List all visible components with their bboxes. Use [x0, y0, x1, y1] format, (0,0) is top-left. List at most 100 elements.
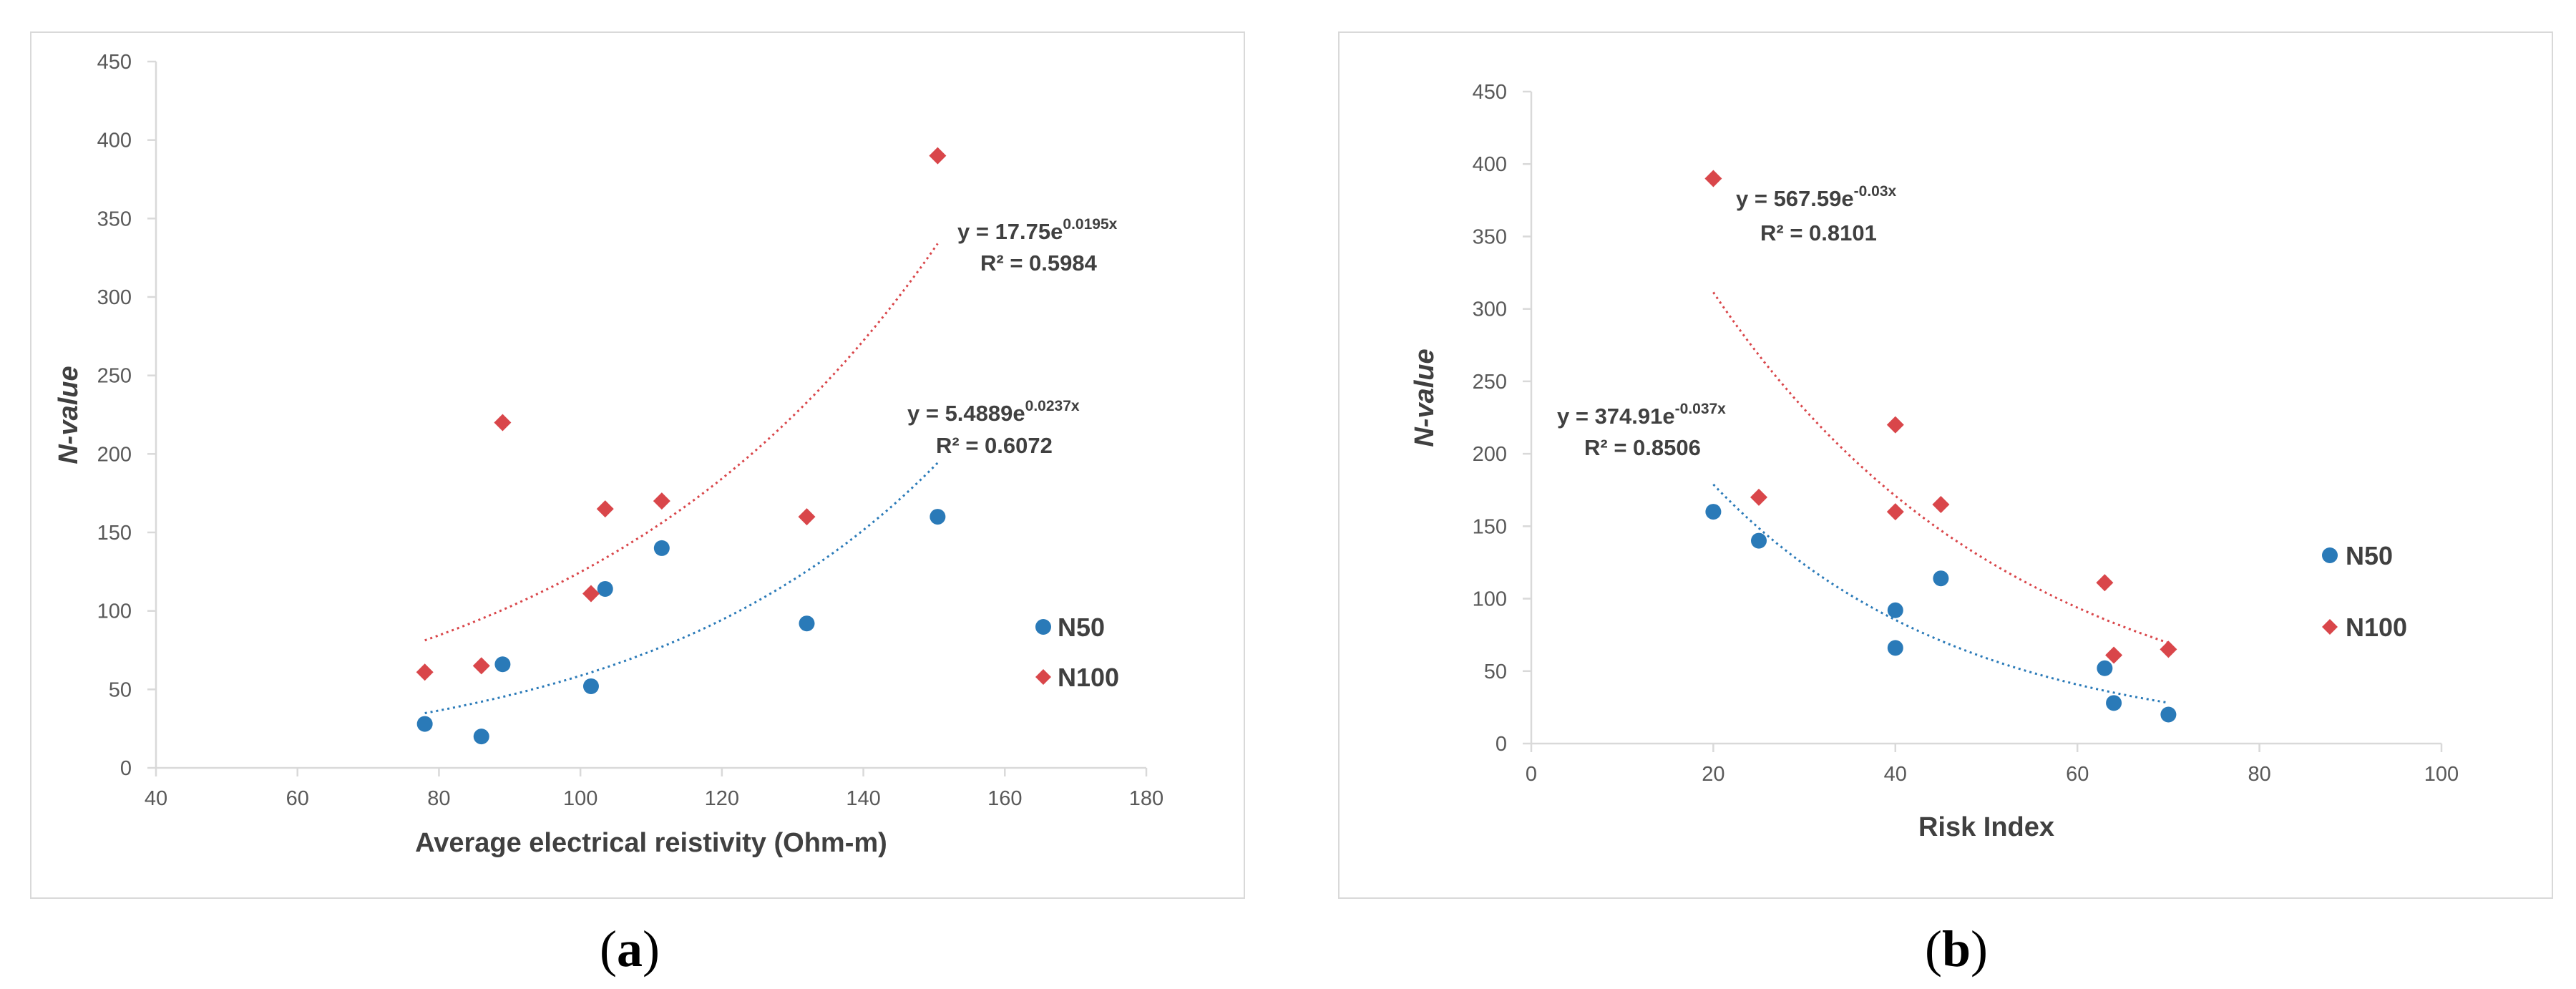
trendline-r2-n50: R² = 0.6072	[936, 433, 1053, 458]
x-tick-label: 60	[286, 787, 309, 810]
point-n100	[596, 500, 614, 518]
y-tick-label: 200	[1473, 443, 1507, 466]
x-tick-label: 0	[1526, 763, 1537, 786]
point-n50	[653, 540, 670, 556]
caption-letter: a	[617, 920, 643, 978]
caption-close: )	[643, 920, 660, 978]
y-tick-label: 400	[97, 130, 132, 152]
point-n100	[494, 414, 512, 432]
trendline-n50	[424, 462, 939, 714]
point-n50	[597, 580, 613, 597]
chart-frame	[30, 31, 1245, 899]
point-n100	[2160, 640, 2177, 658]
point-n50	[494, 656, 511, 673]
panel-caption: (b)	[1925, 920, 1988, 978]
legend-marker-n100	[1035, 669, 1051, 685]
trendline-n100	[424, 243, 939, 642]
point-n100	[416, 663, 434, 681]
point-n50	[930, 509, 946, 525]
y-tick-label: 200	[97, 443, 132, 466]
caption-close: )	[1971, 920, 1988, 978]
trendline-equation-n100: y = 17.75e0.0195x	[957, 216, 1118, 244]
panel-caption: (a)	[600, 920, 660, 978]
point-n100	[582, 585, 600, 603]
x-tick-label: 100	[2424, 763, 2459, 786]
y-axis-title: N-value	[1410, 349, 1440, 447]
legend-label-n100: N100	[2346, 613, 2407, 642]
chart-frame	[1338, 31, 2553, 899]
point-n50	[473, 729, 489, 745]
point-n50	[416, 716, 433, 732]
caption-letter: b	[1942, 920, 1971, 978]
point-n100	[1886, 503, 1904, 521]
legend-label-n50: N50	[2346, 541, 2393, 570]
point-n50	[1705, 504, 1722, 520]
y-tick-label: 450	[1473, 81, 1507, 104]
y-tick-label: 0	[120, 757, 132, 780]
trendline-r2-n100: R² = 0.8101	[1760, 220, 1877, 245]
y-tick-label: 400	[1473, 153, 1507, 176]
y-tick-label: 300	[97, 286, 132, 309]
point-n100	[653, 492, 670, 510]
caption-open: (	[600, 920, 617, 978]
legend-label-n50: N50	[1058, 613, 1105, 642]
trendline-equation-n100: y = 567.59e-0.03x	[1736, 183, 1897, 211]
equation-exponent: 0.0195x	[1063, 216, 1117, 233]
y-tick-label: 450	[97, 51, 132, 74]
equation-base: y = 5.4889e	[907, 401, 1025, 426]
point-n50	[1751, 532, 1767, 549]
x-tick-label: 100	[563, 787, 597, 810]
trendline-n100	[1712, 291, 2169, 644]
y-tick-label: 250	[97, 365, 132, 388]
y-tick-label: 350	[1473, 225, 1507, 248]
trendline-r2-n100: R² = 0.5984	[980, 250, 1098, 276]
point-n50	[2106, 695, 2122, 711]
point-n100	[1886, 416, 1904, 434]
x-axis-title: Risk Index	[1918, 812, 2054, 842]
point-n50	[799, 615, 815, 632]
x-tick-label: 180	[1129, 787, 1163, 810]
x-tick-label: 80	[427, 787, 450, 810]
y-tick-label: 300	[1473, 298, 1507, 321]
y-tick-label: 100	[97, 600, 132, 623]
equation-exponent: -0.03x	[1854, 183, 1897, 200]
x-axis-title: Average electrical reistivity (Ohm-m)	[415, 828, 887, 858]
y-tick-label: 50	[109, 678, 132, 701]
equation-exponent: 0.0237x	[1025, 398, 1080, 414]
point-n100	[798, 508, 816, 526]
trendline-equation-n50: y = 5.4889e0.0237x	[907, 398, 1080, 426]
point-n50	[2097, 660, 2113, 676]
x-tick-label: 40	[145, 787, 167, 810]
chart-panel-b: 0 50 100 150 200 250 300 350 400 450 0 20 40 60 80 100 R…	[1338, 31, 2553, 978]
y-tick-label: 350	[97, 208, 132, 230]
point-n100	[2105, 646, 2123, 664]
legend-marker-n50	[2322, 547, 2338, 563]
trendline-r2-n50: R² = 0.8506	[1584, 435, 1701, 460]
point-n50	[1887, 640, 1903, 656]
x-tick-label: 40	[1884, 763, 1907, 786]
chart-panel-a: 0 50 100 150 200 250 300 350 400 450 40 60 80 100 120 1…	[30, 31, 1245, 978]
x-tick-label: 20	[1702, 763, 1724, 786]
y-tick-label: 0	[1496, 733, 1507, 756]
point-n50	[1933, 570, 1949, 587]
y-axis-title: N-value	[54, 366, 84, 464]
point-n100	[1704, 170, 1722, 187]
y-tick-label: 150	[97, 522, 132, 545]
legend-marker-n100	[2322, 619, 2338, 635]
y-tick-label: 100	[1473, 588, 1507, 611]
y-tick-label: 250	[1473, 371, 1507, 394]
x-tick-label: 160	[987, 787, 1022, 810]
equation-base: y = 17.75e	[957, 219, 1063, 244]
legend-label-n100: N100	[1058, 663, 1119, 692]
point-n100	[929, 147, 947, 165]
x-tick-label: 140	[846, 787, 880, 810]
point-n100	[1750, 488, 1767, 506]
equation-base: y = 374.91e	[1557, 404, 1675, 429]
y-tick-label: 50	[1484, 661, 1507, 683]
trendline-equation-n50: y = 374.91e-0.037x	[1557, 401, 1726, 429]
equation-exponent: -0.037x	[1675, 401, 1727, 417]
point-n100	[1932, 495, 1950, 513]
legend-marker-n50	[1035, 619, 1051, 635]
y-tick-label: 150	[1473, 515, 1507, 538]
